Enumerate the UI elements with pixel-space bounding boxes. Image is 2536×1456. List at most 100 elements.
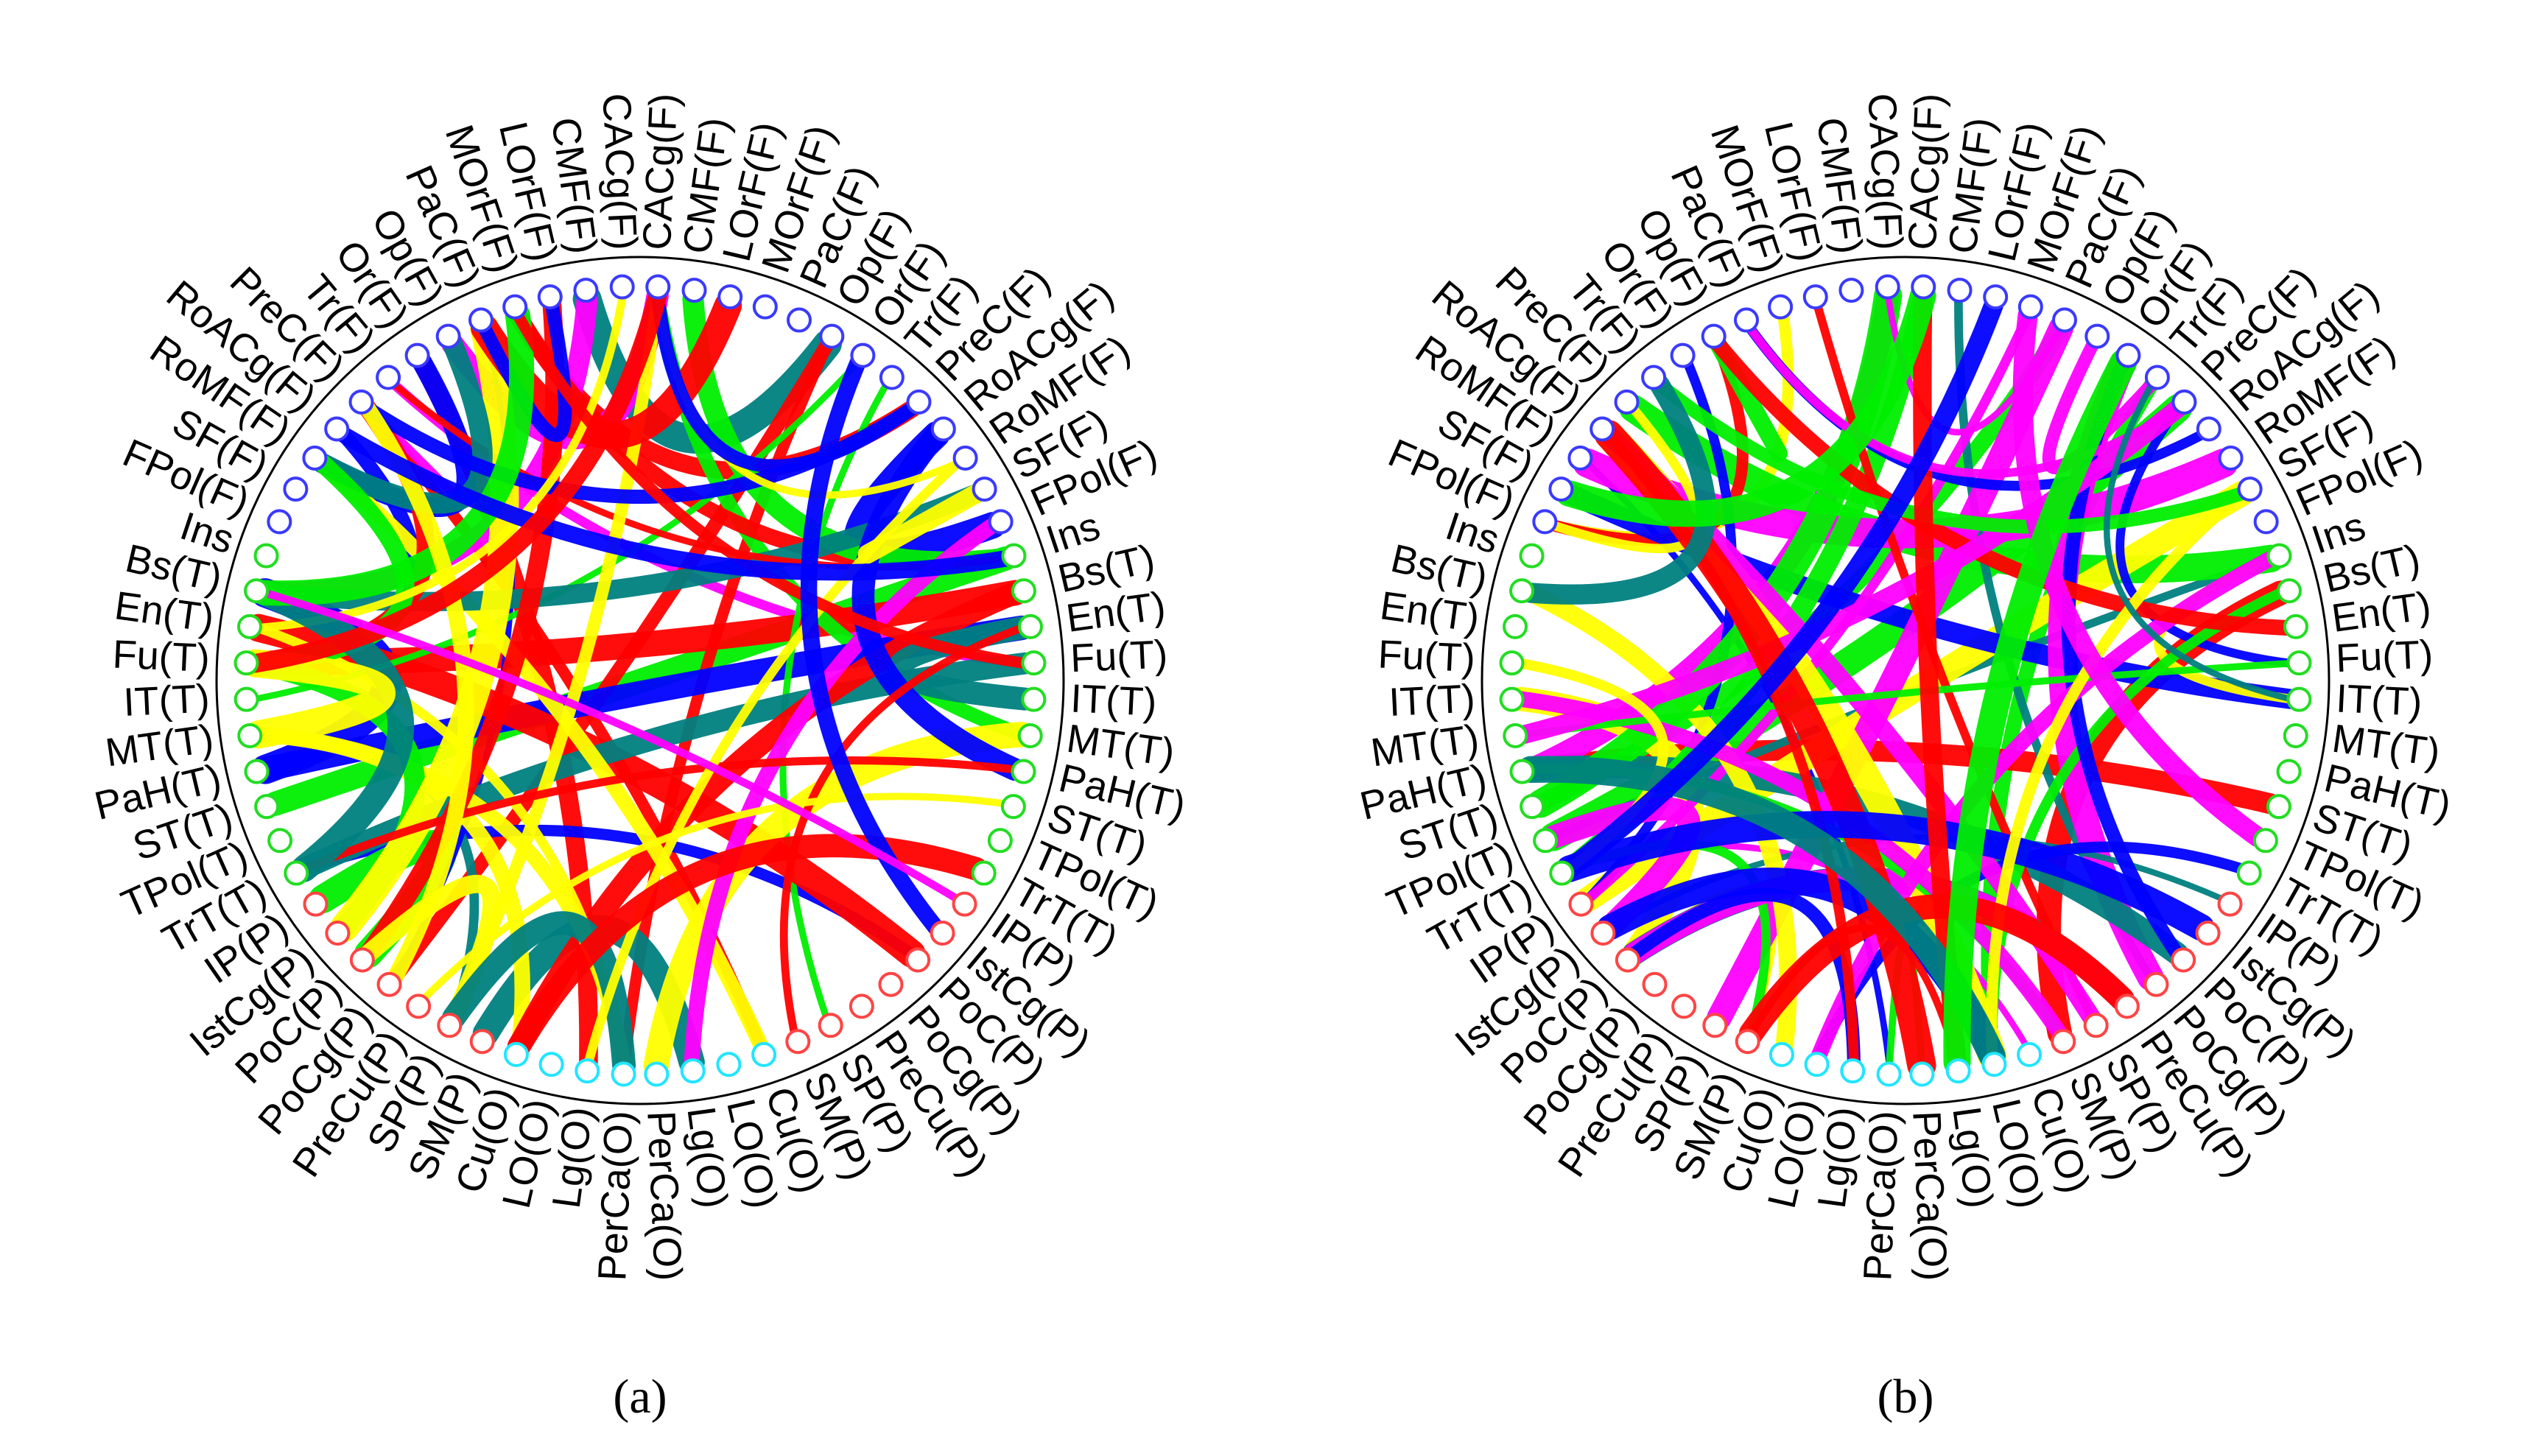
node: [233, 650, 259, 676]
chords: [1508, 281, 2301, 1080]
node: [2052, 307, 2078, 333]
node: [1017, 613, 1043, 639]
node: [348, 389, 374, 415]
node: [988, 509, 1014, 535]
node: [2114, 993, 2140, 1019]
chord: [1709, 335, 1788, 463]
node: [850, 342, 876, 368]
region-label: PerCa(O): [1855, 1110, 1907, 1281]
node: [254, 794, 280, 820]
node: [2083, 1013, 2109, 1038]
chord: [1745, 323, 2182, 478]
node: [716, 1052, 742, 1077]
node: [972, 476, 997, 502]
node: [2266, 794, 2291, 820]
node: [1520, 794, 1545, 820]
node: [751, 1041, 777, 1067]
node: [1011, 759, 1036, 784]
node: [503, 1041, 529, 1067]
chord: [1521, 583, 1797, 1055]
node: [1533, 828, 1559, 854]
chord: [2104, 381, 2294, 703]
chord: [1738, 894, 2135, 1046]
node: [435, 323, 461, 349]
chord: [583, 458, 963, 1067]
chords: [241, 284, 1036, 1078]
node: [237, 613, 263, 639]
node: [1733, 307, 1759, 333]
node: [644, 1061, 670, 1087]
node: [1503, 722, 1528, 748]
node: [611, 1061, 636, 1087]
node: [244, 578, 270, 604]
chord: [1707, 315, 2074, 1030]
node: [1011, 578, 1036, 604]
node: [819, 323, 845, 349]
node: [538, 1052, 564, 1077]
chord: [359, 400, 474, 986]
node: [267, 509, 292, 535]
node: [2253, 509, 2279, 535]
chord: [650, 289, 920, 474]
node: [785, 1029, 811, 1055]
node: [1670, 342, 1696, 368]
node: [1909, 1061, 1935, 1087]
chord: [442, 911, 636, 1077]
chord: [1520, 374, 1716, 605]
node: [2017, 294, 2043, 320]
node: [2171, 947, 2196, 973]
region-label: Fu(T): [112, 632, 211, 680]
node: [404, 342, 430, 368]
node: [1840, 1058, 1866, 1084]
node: [905, 947, 931, 973]
node: [2144, 365, 2170, 390]
node: [930, 416, 956, 442]
node: [233, 686, 259, 712]
node: [1001, 543, 1027, 569]
chord: [420, 792, 1009, 1003]
node: [1768, 294, 1794, 320]
node: [1499, 686, 1525, 712]
node: [349, 947, 375, 973]
chord: [335, 426, 1014, 581]
node: [1642, 971, 1668, 997]
chord: [1520, 659, 2294, 739]
region-label: IT(T): [2335, 676, 2423, 725]
node: [1509, 759, 1535, 784]
node: [1590, 920, 1616, 946]
node: [1509, 578, 1535, 604]
chord: [1813, 300, 2096, 1022]
node: [1804, 1052, 1830, 1077]
node: [2276, 759, 2302, 784]
node: [1876, 1061, 1902, 1087]
node: [573, 278, 599, 303]
node: [2286, 686, 2312, 712]
region-label: Fu(T): [1377, 632, 1477, 680]
region-label: IT(T): [1069, 676, 1158, 725]
node: [1548, 476, 1574, 502]
node: [1614, 389, 1640, 415]
node: [253, 543, 279, 569]
chord: [252, 303, 535, 606]
node: [2171, 389, 2197, 415]
chord: [643, 722, 1035, 1078]
node: [1567, 445, 1593, 471]
chord: [2012, 305, 2268, 848]
connectivity-circle: CACg(F)CMF(F)LOrF(F)MOrF(F)PaC(F)Op(F)Or…: [1356, 92, 2456, 1281]
node: [406, 993, 432, 1019]
node: [818, 1013, 843, 1038]
node: [1875, 274, 1900, 300]
node: [1615, 947, 1640, 973]
node: [2266, 543, 2292, 569]
node: [244, 759, 270, 784]
region-label: Fu(T): [1069, 632, 1169, 680]
outer-ring: [215, 256, 1065, 1105]
node: [2196, 416, 2221, 442]
node: [1499, 650, 1525, 676]
chord: [1943, 349, 2138, 1076]
node: [849, 993, 874, 1019]
chord: [507, 834, 988, 1058]
node: [681, 278, 707, 303]
node: [987, 828, 1013, 854]
